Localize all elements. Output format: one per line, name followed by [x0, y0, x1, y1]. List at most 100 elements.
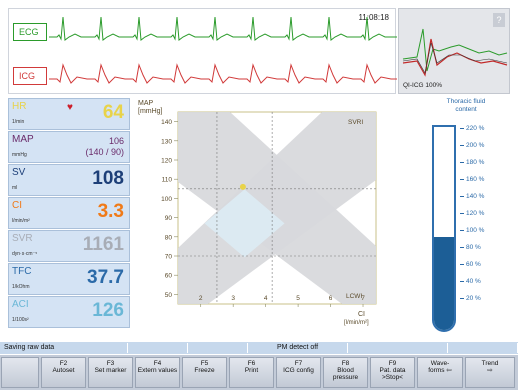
fkey-label: Pat. data >Stop< — [379, 367, 406, 381]
data-point — [239, 183, 246, 190]
param-aci[interactable]: ACI 1/100s² 126 — [8, 296, 130, 328]
icg-trace — [49, 63, 397, 84]
x-tick-label: 7 — [361, 295, 365, 302]
fkey-number: F7 — [294, 360, 303, 367]
chart-xlabel: CI — [358, 311, 365, 318]
thoracic-scale-tick: 60 % — [460, 261, 481, 268]
thoracic-scale-tick: 20 % — [460, 295, 481, 302]
fkey-number: F9 — [388, 360, 397, 367]
param-hr[interactable]: HR ♥ 1/min 64 — [8, 98, 130, 130]
param-unit: 1/kOhm — [12, 284, 30, 290]
thoracic-title: Thoracic fluid content — [420, 98, 512, 114]
param-svr[interactable]: SVR dyn·s·cm⁻⁵ 1161 — [8, 230, 130, 262]
waveform-traces — [49, 16, 397, 84]
y-tick-label: 100 — [161, 196, 172, 203]
quality-red-trace — [402, 38, 508, 77]
param-map[interactable]: MAP mmHg 106 (140 / 90) — [8, 131, 130, 163]
fkey-number: F4 — [153, 360, 162, 367]
help-icon[interactable]: ? — [493, 13, 505, 27]
param-value: 3.3 — [97, 201, 124, 222]
function-key-bar: F2 Autoset F3 Set marker F4 Extern values F5 Fr… — [0, 355, 518, 390]
fkey-f3[interactable]: F3 Set marker — [88, 357, 133, 388]
chart-ylabel: MAP — [138, 100, 154, 107]
fkey-label: Blood pressure — [332, 367, 359, 381]
signal-quality-monitor[interactable]: ? QI-ICG 100% — [398, 8, 510, 94]
param-value: 106 — [108, 136, 124, 146]
lcwi-label: LCWI — [346, 293, 362, 300]
y-tick-label: 110 — [162, 177, 173, 184]
icg-label[interactable]: ICG — [13, 67, 47, 85]
param-sv[interactable]: SV ml 108 — [8, 164, 130, 196]
chart-yunit: [mmHg] — [138, 108, 163, 115]
thoracic-scale-tick: 160 % — [460, 176, 484, 183]
param-value: 64 — [102, 102, 124, 123]
fkey-f5[interactable]: F5 Freeze — [182, 357, 227, 388]
thoracic-fluid-level — [434, 236, 454, 330]
param-value-block: 106 (140 / 90) — [85, 136, 124, 158]
param-name: SVR — [12, 233, 33, 244]
x-tick-label: 4 — [264, 295, 268, 302]
y-tick-label: 140 — [161, 119, 172, 126]
fkey-trend[interactable]: Trend ⇨ — [465, 357, 515, 388]
thoracic-scale-tick: 120 % — [460, 210, 484, 217]
y-tick-label: 50 — [165, 292, 173, 299]
param-name: HR — [12, 101, 27, 112]
x-tick-label: 5 — [296, 295, 300, 302]
fkey-f7[interactable]: F7 ICG config — [276, 357, 321, 388]
status-empty-1 — [128, 343, 188, 353]
status-empty-3 — [348, 343, 448, 353]
parameter-column: HR ♥ 1/min 64 MAP mmHg 106 (140 / 90) SV… — [8, 98, 130, 332]
fkey-label: Extern values — [137, 367, 178, 374]
thoracic-scale-tick: 180 % — [460, 159, 484, 166]
param-unit: ml — [12, 185, 18, 191]
ecg-label[interactable]: ECG — [13, 23, 47, 41]
param-value: 1161 — [82, 234, 124, 255]
thoracic-scale-tick: 100 % — [460, 227, 484, 234]
chart-xunit: [l/min/m²] — [344, 320, 369, 326]
y-tick-label: 60 — [165, 273, 173, 280]
fkey-f9[interactable]: F9 Pat. data >Stop< — [370, 357, 415, 388]
normal-zone — [204, 189, 285, 258]
fkey-number: F2 — [59, 360, 68, 367]
fkey-number: Trend — [481, 360, 499, 367]
signal-quality-label: QI-ICG 100% — [403, 82, 443, 89]
fkey-number: F8 — [341, 360, 350, 367]
chart-plot-area — [177, 111, 377, 305]
fkey-label: ICG config — [283, 367, 314, 374]
x-tick-label: 6 — [329, 295, 333, 302]
svri-label: SVRI — [348, 119, 363, 126]
heart-icon: ♥ — [67, 102, 73, 113]
fkey-f1[interactable] — [1, 357, 39, 388]
param-unit: l/min/m² — [12, 218, 30, 224]
svri-band — [178, 112, 376, 304]
param-unit: mmHg — [12, 152, 27, 158]
fkey-label: Print — [244, 367, 259, 374]
fkey-number: Wave- — [430, 360, 450, 367]
fkey-number: F3 — [106, 360, 115, 367]
clock-time: 11:08:18 — [358, 13, 389, 22]
y-tick-label: 70 — [165, 254, 173, 261]
fkey-f2[interactable]: F2 Autoset — [41, 357, 86, 388]
x-tick-label: 3 — [231, 295, 235, 302]
thoracic-scale-tick: 220 % — [460, 125, 484, 132]
thoracic-scale-tick: 80 % — [460, 244, 481, 251]
param-value-range: (140 / 90) — [85, 147, 124, 157]
lcwi-band — [178, 112, 376, 304]
fkey-f4[interactable]: F4 Extern values — [135, 357, 180, 388]
param-ci[interactable]: CI l/min/m² 3.3 — [8, 197, 130, 229]
param-unit: 1/100s² — [12, 317, 29, 323]
y-tick-label: 80 — [165, 234, 173, 241]
thoracic-scale-tick: 40 % — [460, 278, 481, 285]
fkey-wave[interactable]: Wave-forms ⇦ — [417, 357, 463, 388]
quality-dark-trace — [402, 42, 508, 74]
fkey-f6[interactable]: F6 Print — [229, 357, 274, 388]
fkey-label: Freeze — [194, 367, 215, 374]
y-tick-label: 130 — [161, 138, 172, 145]
fkey-f8[interactable]: F8 Blood pressure — [323, 357, 368, 388]
thoracic-title-line1: Thoracic fluid — [446, 98, 486, 105]
param-name: MAP — [12, 134, 34, 145]
y-tick-label: 120 — [161, 158, 172, 165]
quality-traces — [402, 28, 508, 77]
param-tfc[interactable]: TFC 1/kOhm 37.7 — [8, 263, 130, 295]
param-value: 126 — [92, 300, 124, 321]
